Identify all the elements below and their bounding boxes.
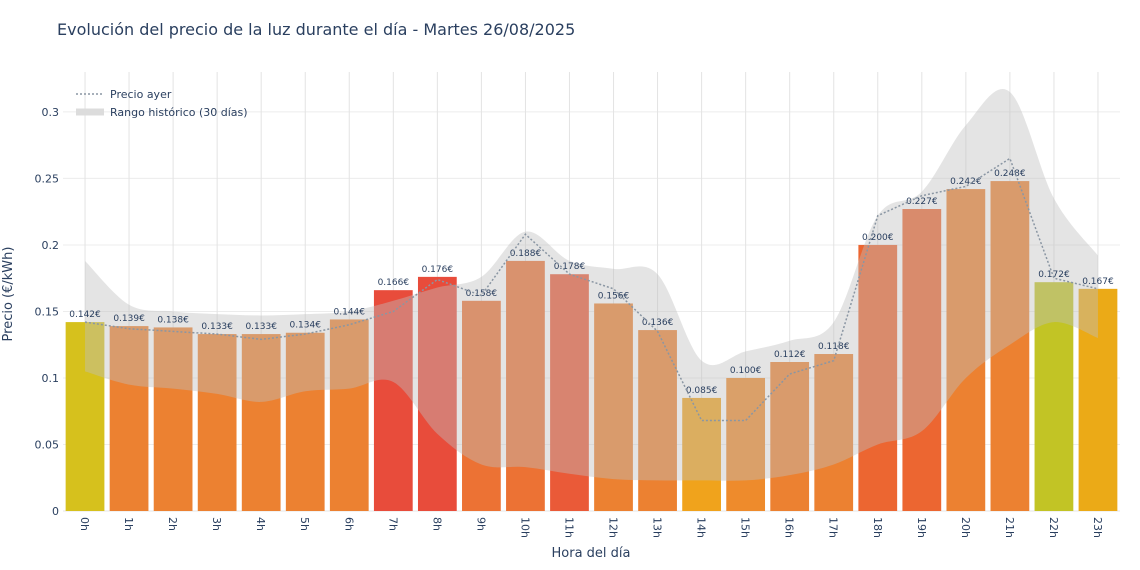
y-tick-label: 0.25	[35, 172, 60, 185]
x-tick-label: 15h	[739, 517, 752, 538]
bar-value-label: 0.134€	[289, 321, 321, 331]
price-bar-22h[interactable]	[1034, 282, 1074, 511]
bar-value-label: 0.176€	[422, 265, 454, 275]
price-bars	[65, 181, 1118, 512]
bar-value-label: 0.200€	[862, 233, 894, 243]
bar-value-label: 0.248€	[994, 169, 1026, 179]
bar-value-label: 0.242€	[950, 177, 982, 187]
bar-value-label: 0.167€	[1082, 277, 1114, 287]
bar-value-label: 0.118€	[818, 342, 850, 352]
price-bar-9h[interactable]	[462, 300, 501, 511]
x-tick-label: 14h	[695, 517, 708, 538]
x-tick-label: 20h	[959, 517, 972, 538]
bar-value-label: 0.085€	[686, 386, 718, 396]
x-axis-title: Hora del día	[552, 546, 631, 561]
bar-value-label: 0.133€	[201, 322, 233, 332]
price-bar-1h[interactable]	[109, 326, 149, 511]
x-tick-label: 0h	[78, 517, 91, 531]
bar-value-label: 0.156€	[598, 291, 630, 301]
x-tick-label: 23h	[1091, 517, 1104, 538]
bar-value-label: 0.139€	[113, 314, 145, 324]
price-bar-2h[interactable]	[153, 327, 193, 511]
bar-value-labels: 0.142€ 0.139€ 0.138€ 0.133€ 0.133€ 0.134€ 0.14…	[69, 169, 1114, 396]
historical-range-area	[85, 89, 1098, 481]
x-tick-label: 8h	[430, 517, 443, 531]
legend-label-historical-range[interactable]: Rango histórico (30 días)	[110, 106, 248, 119]
x-tick-label: 10h	[518, 517, 531, 538]
y-tick-label: 0.05	[35, 438, 60, 451]
price-bar-11h[interactable]	[550, 274, 589, 511]
price-bar-5h[interactable]	[285, 332, 325, 511]
x-tick-label: 5h	[298, 517, 311, 531]
x-tick-label: 4h	[254, 517, 267, 531]
x-tick-label: 1h	[122, 517, 135, 531]
bar-value-label: 0.166€	[378, 278, 410, 288]
price-bar-18h[interactable]	[858, 244, 898, 511]
x-tick-label: 21h	[1003, 517, 1016, 538]
y-axis-title: Precio (€/kWh)	[1, 247, 16, 342]
y-tick-label: 0.15	[35, 305, 60, 318]
yesterday-price-path	[84, 157, 1099, 422]
bar-value-label: 0.138€	[157, 315, 189, 325]
x-tick-label: 17h	[827, 517, 840, 538]
price-bar-8h[interactable]	[417, 276, 457, 511]
price-bar-19h[interactable]	[902, 209, 942, 511]
price-bar-14h[interactable]	[682, 397, 721, 511]
x-tick-label: 13h	[651, 517, 664, 538]
x-tick-label: 12h	[607, 517, 620, 538]
price-bar-21h[interactable]	[990, 181, 1030, 512]
x-tick-label: 3h	[210, 517, 223, 531]
bar-value-label: 0.133€	[245, 322, 277, 332]
bar-value-label: 0.158€	[466, 289, 498, 299]
x-tick-label: 7h	[386, 517, 399, 531]
bar-value-label: 0.178€	[554, 262, 586, 272]
y-axis-ticks: 0 0.05 0.1 0.15 0.2 0.25 0.3	[35, 106, 60, 518]
price-bar-6h[interactable]	[329, 319, 369, 511]
price-bar-0h[interactable]	[65, 322, 105, 511]
bar-value-label: 0.227€	[906, 197, 938, 207]
y-tick-label: 0.2	[42, 239, 60, 252]
price-bar-4h[interactable]	[241, 334, 281, 511]
x-tick-label: 6h	[342, 517, 355, 531]
x-tick-label: 16h	[783, 517, 796, 538]
bar-value-label: 0.144€	[334, 307, 366, 317]
price-bar-7h[interactable]	[373, 290, 413, 511]
legend-label-yesterday[interactable]: Precio ayer	[110, 88, 172, 101]
x-tick-label: 9h	[474, 517, 487, 531]
historical-range-band	[85, 89, 1098, 481]
bar-value-label: 0.188€	[510, 249, 542, 259]
price-bar-12h[interactable]	[594, 303, 633, 511]
x-tick-label: 11h	[562, 517, 575, 538]
bar-value-label: 0.112€	[774, 350, 806, 360]
x-tick-label: 19h	[915, 517, 928, 538]
bar-value-label: 0.142€	[69, 310, 101, 320]
legend: Precio ayer Rango histórico (30 días)	[76, 88, 248, 119]
price-bar-17h[interactable]	[814, 354, 854, 511]
x-tick-label: 18h	[871, 517, 884, 538]
y-tick-label: 0	[52, 505, 59, 518]
y-tick-label: 0.3	[42, 106, 60, 119]
price-bar-3h[interactable]	[197, 334, 237, 511]
price-bar-20h[interactable]	[946, 189, 986, 512]
yesterday-price-line	[84, 157, 1099, 422]
x-axis-ticks: 0h 1h 2h 3h 4h 5h 6h 7h 8h 9h 10h 11h 12h 13h 14h 15h 16…	[78, 517, 1104, 538]
bar-value-label: 0.100€	[730, 366, 762, 376]
x-tick-label: 2h	[166, 517, 179, 531]
bar-value-label: 0.172€	[1038, 270, 1070, 280]
price-bar-23h[interactable]	[1078, 288, 1118, 511]
price-bar-15h[interactable]	[726, 377, 766, 511]
y-tick-label: 0.1	[42, 372, 60, 385]
x-tick-label: 22h	[1047, 517, 1060, 538]
price-bar-13h[interactable]	[638, 330, 677, 511]
bar-value-label: 0.136€	[642, 318, 674, 328]
chart-title: Evolución del precio de la luz durante e…	[57, 20, 576, 39]
price-bar-10h[interactable]	[506, 260, 545, 511]
